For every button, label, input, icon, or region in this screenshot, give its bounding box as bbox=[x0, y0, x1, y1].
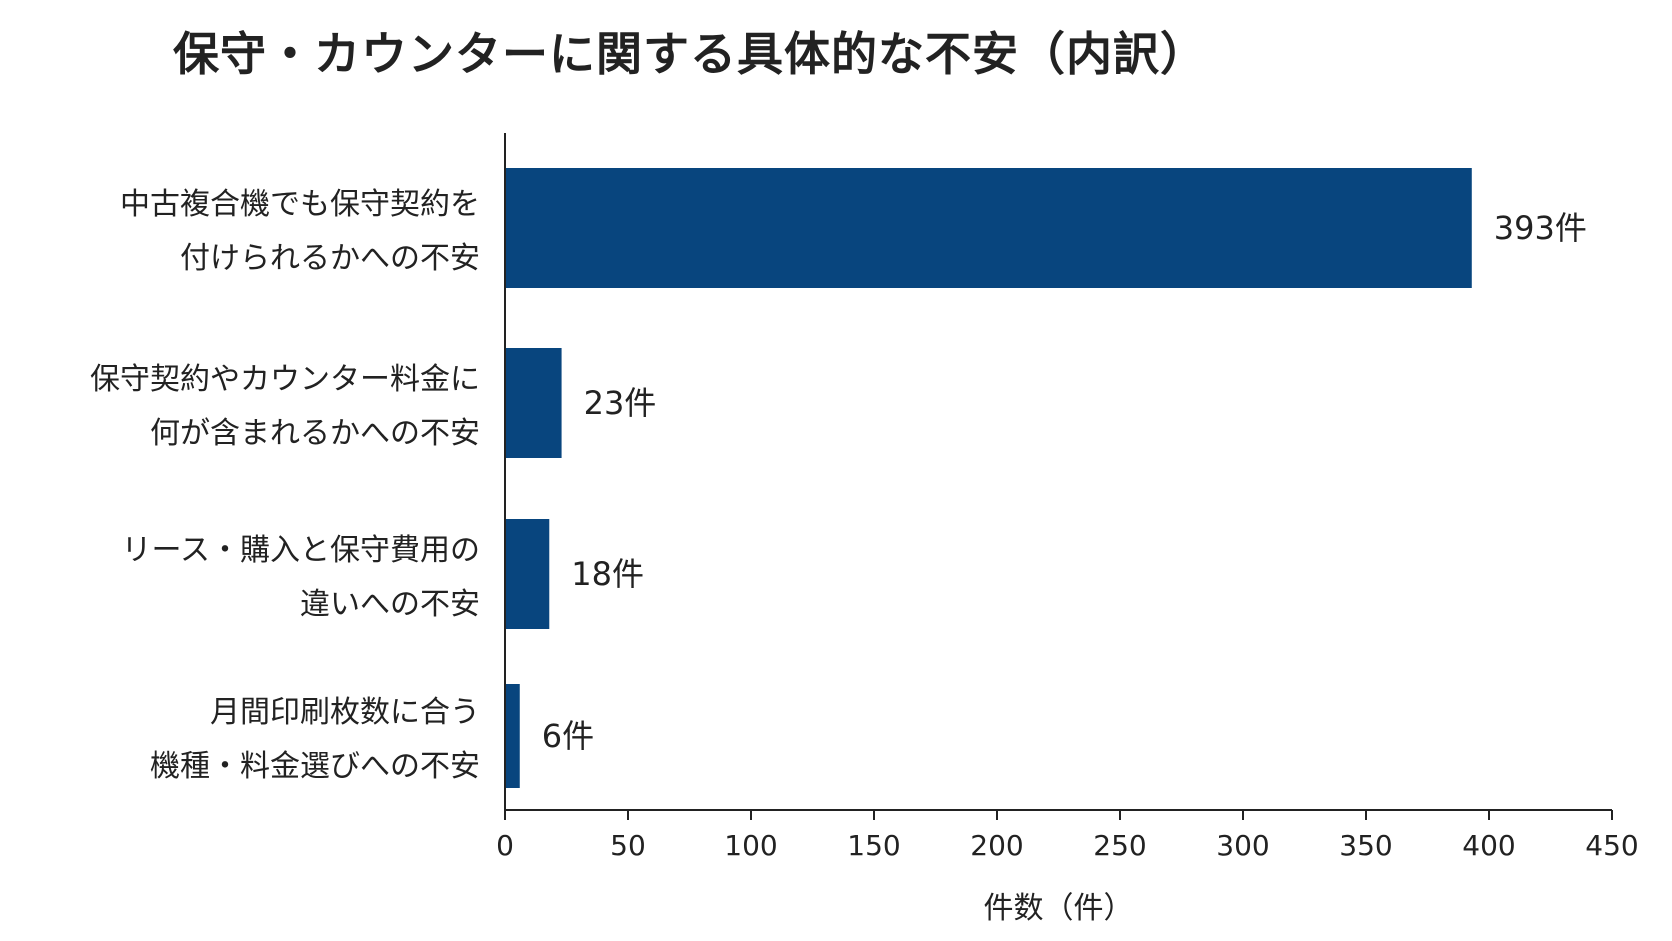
x-tick-label-6: 300 bbox=[1216, 829, 1269, 862]
value-label-2: 18件 bbox=[571, 555, 644, 593]
bar-2 bbox=[505, 519, 550, 629]
x-tick-label-4: 200 bbox=[970, 829, 1023, 862]
category-label-0-line-1: 付けられるかへの不安 bbox=[180, 241, 480, 276]
category-label-2-line-1: 違いへの不安 bbox=[300, 587, 480, 622]
bar-1 bbox=[505, 348, 562, 458]
x-tick-label-8: 400 bbox=[1462, 829, 1515, 862]
bar-0 bbox=[505, 168, 1472, 288]
bars-layer bbox=[505, 168, 1472, 788]
chart-title: 保守・カウンターに関する具体的な不安（内訳） bbox=[173, 27, 1207, 81]
x-tick-label-9: 450 bbox=[1585, 829, 1638, 862]
category-label-2-line-0: リース・購入と保守費用の bbox=[122, 533, 481, 568]
value-label-3: 6件 bbox=[542, 717, 594, 755]
category-label-0-line-0: 中古複合機でも保守契約を bbox=[120, 187, 480, 222]
x-tick-label-7: 350 bbox=[1339, 829, 1392, 862]
value-label-1: 23件 bbox=[584, 384, 657, 422]
x-tick-label-0: 0 bbox=[496, 829, 514, 862]
bar-3 bbox=[505, 684, 520, 788]
category-label-3-line-0: 月間印刷枚数に合う bbox=[210, 695, 480, 730]
category-label-1-line-0: 保守契約やカウンター料金に bbox=[90, 362, 480, 397]
category-label-1-line-1: 何が含まれるかへの不安 bbox=[150, 416, 480, 451]
x-tick-label-1: 50 bbox=[610, 829, 646, 862]
category-label-3-line-1: 機種・料金選びへの不安 bbox=[150, 749, 480, 784]
x-tick-label-2: 100 bbox=[724, 829, 777, 862]
x-tick-label-3: 150 bbox=[847, 829, 900, 862]
x-tick-label-5: 250 bbox=[1093, 829, 1146, 862]
x-axis-title: 件数（件） bbox=[984, 891, 1134, 926]
value-label-0: 393件 bbox=[1494, 209, 1587, 247]
axes-layer bbox=[504, 133, 1613, 820]
